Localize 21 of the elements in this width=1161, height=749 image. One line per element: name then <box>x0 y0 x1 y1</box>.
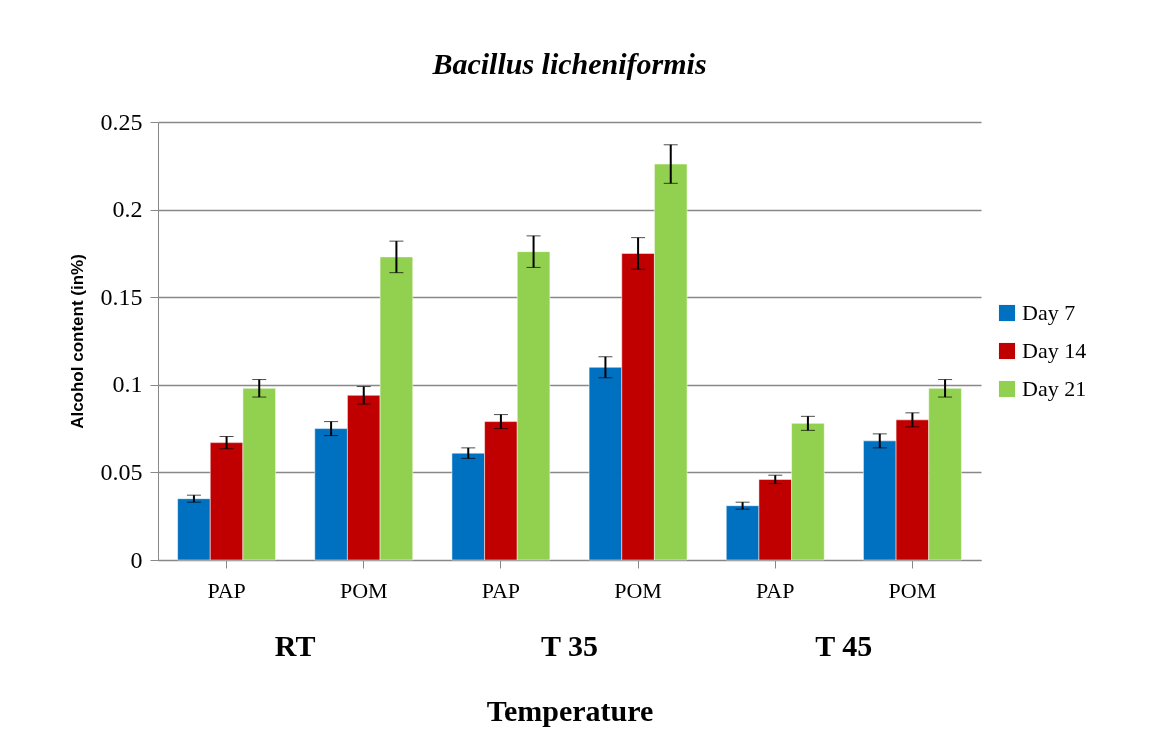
x-tick-label: PAP <box>207 577 246 603</box>
y-tick-label: 0.15 <box>100 283 143 310</box>
x-tick-label: POM <box>339 577 388 603</box>
legend-label: Day 14 <box>1022 338 1087 363</box>
text: T 45 <box>815 629 873 662</box>
chart-title: Bacillus licheniformis <box>431 47 707 80</box>
x-axis-title: Temperature <box>486 693 654 727</box>
legend-label: Day 21 <box>1022 376 1087 401</box>
x-tick-label: POM <box>888 577 937 603</box>
legend-label: Day 7 <box>1022 300 1076 325</box>
x-tick-label: POM <box>614 577 662 603</box>
y-tick-label: 0.2 <box>112 196 143 223</box>
text: T 35 <box>541 629 598 662</box>
y-tick-label: 0.1 <box>112 371 143 398</box>
y-tick-label: 0.05 <box>100 458 143 485</box>
x-tick-label: PAP <box>481 577 521 603</box>
y-axis-title: Alcohol content (in%) <box>67 254 87 429</box>
text: RT <box>274 629 316 662</box>
y-tick-label: 0 <box>130 546 143 573</box>
y-tick-label: 0.25 <box>100 108 143 135</box>
x-tick-label: PAP <box>756 577 795 603</box>
